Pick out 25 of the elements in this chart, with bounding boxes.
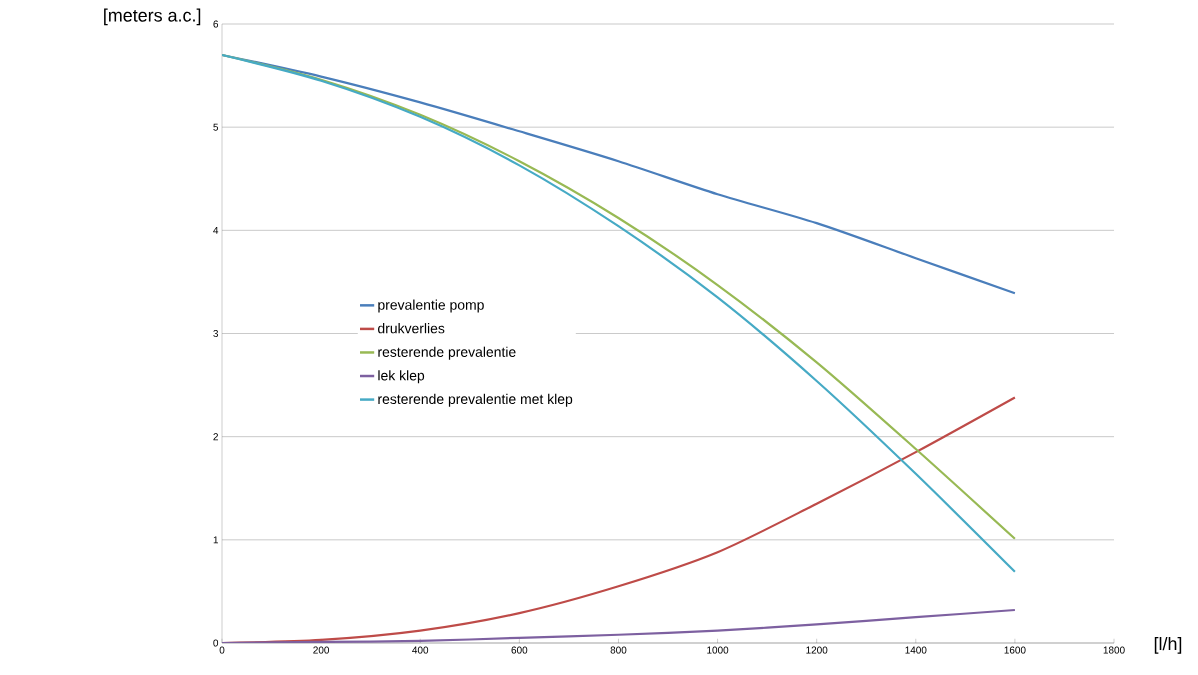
legend-label: resterende prevalentie xyxy=(378,346,516,360)
x-tick-label: 0 xyxy=(219,646,225,654)
line-series xyxy=(222,608,1016,643)
x-tick-label: 400 xyxy=(412,646,429,654)
legend-label: prevalentie pomp xyxy=(378,299,484,313)
x-tick-label: 800 xyxy=(610,646,627,654)
legend-label: lek klep xyxy=(378,370,425,384)
legend-label: drukverlies xyxy=(378,323,445,334)
x-axis-title: [l/h] xyxy=(1154,637,1182,654)
x-tick-label: 1200 xyxy=(806,646,828,654)
x-tick-label: 1000 xyxy=(707,646,729,654)
x-tick-label: 600 xyxy=(511,646,528,654)
y-tick-label: 2 xyxy=(213,433,218,441)
y-tick-label: 0 xyxy=(213,639,219,647)
y-tick-label: 3 xyxy=(213,329,219,338)
legend-label: resterende prevalentie met klep xyxy=(378,393,573,407)
x-tick-label: 1600 xyxy=(1004,646,1026,654)
x-tick-label: 1400 xyxy=(905,646,927,654)
x-tick-label: 1800 xyxy=(1103,646,1125,654)
y-axis-title: [meters a.c.] xyxy=(104,8,201,26)
y-tick-label: 6 xyxy=(213,20,219,28)
y-tick-label: 4 xyxy=(213,226,219,234)
x-tick-label: 200 xyxy=(313,646,330,654)
y-tick-label: 5 xyxy=(213,123,219,131)
y-tick-label: 1 xyxy=(213,536,218,544)
